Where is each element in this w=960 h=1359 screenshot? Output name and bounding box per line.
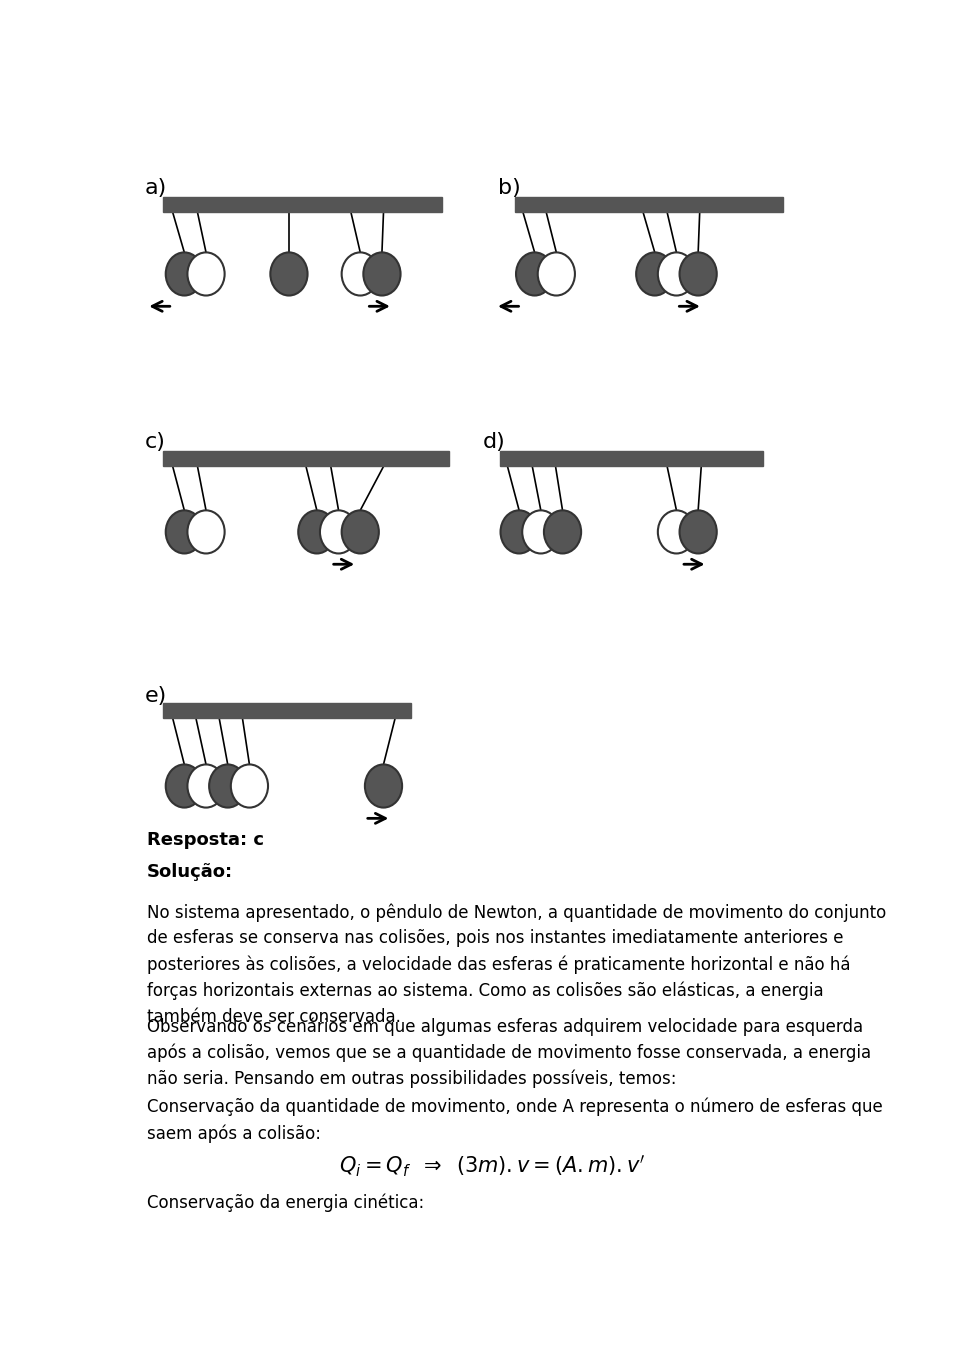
Bar — [162, 197, 442, 212]
Ellipse shape — [636, 253, 673, 295]
Ellipse shape — [166, 253, 203, 295]
Text: e): e) — [145, 686, 167, 705]
Text: a): a) — [145, 178, 167, 197]
Ellipse shape — [658, 511, 695, 553]
Ellipse shape — [365, 765, 402, 807]
Ellipse shape — [166, 765, 203, 807]
Bar — [162, 451, 449, 466]
Ellipse shape — [299, 511, 335, 553]
Text: b): b) — [498, 178, 521, 197]
Ellipse shape — [209, 765, 247, 807]
Bar — [500, 451, 763, 466]
Ellipse shape — [187, 765, 225, 807]
Ellipse shape — [680, 511, 717, 553]
Ellipse shape — [187, 253, 225, 295]
Ellipse shape — [500, 511, 538, 553]
Ellipse shape — [538, 253, 575, 295]
Ellipse shape — [680, 253, 717, 295]
Text: Resposta: c: Resposta: c — [147, 830, 264, 848]
Text: $Q_i = Q_f \;\;\Rightarrow\;\; (3m).v = (A.m).v'$: $Q_i = Q_f \;\;\Rightarrow\;\; (3m).v = … — [339, 1154, 645, 1178]
Ellipse shape — [342, 253, 379, 295]
Ellipse shape — [271, 253, 307, 295]
Text: Conservação da quantidade de movimento, onde A representa o número de esferas qu: Conservação da quantidade de movimento, … — [147, 1098, 883, 1143]
Text: Observando os cenários em que algumas esferas adquirem velocidade para esquerda
: Observando os cenários em que algumas es… — [147, 1017, 872, 1089]
Ellipse shape — [230, 765, 268, 807]
Bar — [162, 703, 411, 719]
Text: Solução:: Solução: — [147, 863, 233, 881]
Ellipse shape — [658, 253, 695, 295]
Text: c): c) — [145, 432, 166, 451]
Ellipse shape — [166, 511, 203, 553]
Text: d): d) — [483, 432, 506, 451]
Ellipse shape — [320, 511, 357, 553]
Ellipse shape — [342, 511, 379, 553]
Text: No sistema apresentado, o pêndulo de Newton, a quantidade de movimento do conjun: No sistema apresentado, o pêndulo de New… — [147, 902, 886, 1026]
Ellipse shape — [522, 511, 560, 553]
Ellipse shape — [363, 253, 400, 295]
Bar — [516, 197, 782, 212]
Ellipse shape — [187, 511, 225, 553]
Ellipse shape — [516, 253, 553, 295]
Text: Conservação da energia cinética:: Conservação da energia cinética: — [147, 1193, 424, 1212]
Ellipse shape — [544, 511, 581, 553]
